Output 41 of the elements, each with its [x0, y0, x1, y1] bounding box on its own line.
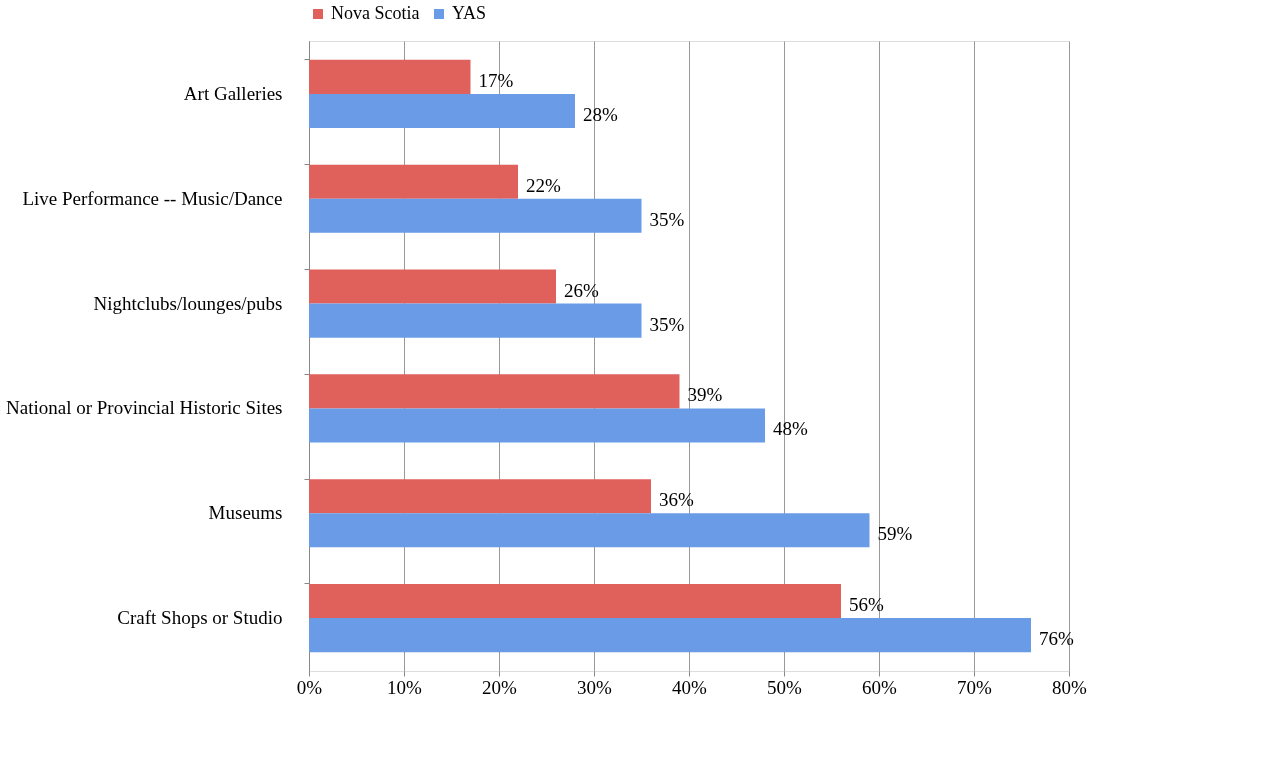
bar	[309, 198, 642, 233]
x-tick-label: 0%	[296, 676, 323, 698]
bar	[309, 513, 870, 548]
legend-label: Nova Scotia	[331, 3, 420, 23]
data-label: 28%	[583, 103, 618, 125]
data-label: 22%	[526, 174, 561, 196]
data-label: 59%	[877, 523, 913, 545]
x-tick-label: 80%	[1052, 676, 1088, 698]
bar	[309, 618, 1031, 653]
data-label: 76%	[1039, 628, 1074, 650]
y-tick-label: Craft Shops or Studio	[117, 607, 283, 629]
bar	[309, 93, 575, 128]
x-tick-label: 60%	[862, 676, 898, 698]
data-label: 39%	[687, 384, 723, 406]
y-tick-label: Art Galleries	[183, 82, 283, 104]
bar	[309, 374, 680, 409]
data-label: 17%	[478, 69, 514, 91]
y-tick-label: Live Performance -- Music/Dance	[22, 187, 283, 209]
bar	[309, 584, 841, 619]
bar	[309, 479, 651, 514]
bar	[309, 408, 765, 443]
bar	[309, 303, 642, 338]
y-tick-label: Nightclubs/lounges/pubs	[93, 292, 283, 314]
data-label: 36%	[659, 489, 694, 511]
x-tick-label: 70%	[957, 676, 993, 698]
bar	[309, 59, 471, 94]
data-label: 35%	[649, 208, 685, 230]
data-label: 35%	[649, 313, 685, 335]
x-tick-label: 30%	[577, 676, 613, 698]
bar	[309, 269, 556, 304]
legend-label: YAS	[452, 3, 487, 23]
y-tick-label: National or Provincial Historic Sites	[5, 397, 283, 419]
y-tick-label: Museums	[208, 502, 283, 524]
x-tick-label: 50%	[767, 676, 803, 698]
data-label: 56%	[849, 594, 884, 616]
data-label: 48%	[773, 418, 808, 440]
x-tick-label: 20%	[482, 676, 518, 698]
data-label: 26%	[564, 279, 599, 301]
bar	[309, 164, 518, 199]
x-tick-label: 40%	[672, 676, 708, 698]
x-tick-label: 10%	[387, 676, 423, 698]
